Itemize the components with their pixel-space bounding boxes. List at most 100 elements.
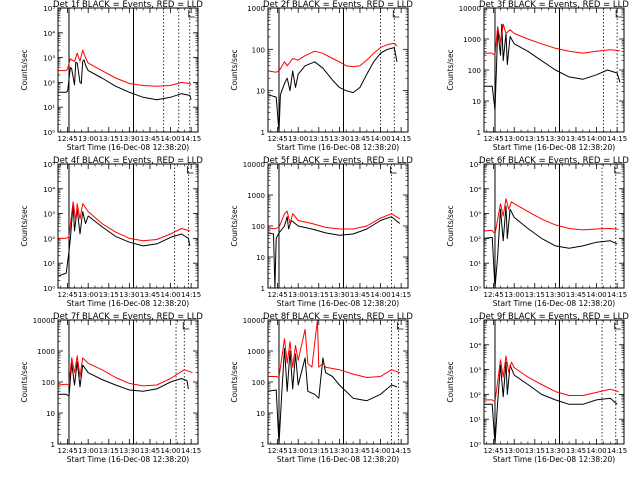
x-tick-label: 13:00 — [78, 447, 98, 455]
x-axis-label: Start Time (16-Dec-08 12:38:20) — [493, 299, 615, 308]
chart-title: Det 9f BLACK = Events, RED = LLD — [479, 312, 629, 322]
x-tick-label: 13:45 — [566, 447, 586, 455]
series-lld-line — [483, 198, 619, 235]
x-tick-label: 13:30 — [545, 291, 565, 299]
x-tick-label: 14:00 — [370, 291, 390, 299]
y-tick-label: 1000 — [247, 5, 265, 13]
y-tick-label: 10¹ — [43, 260, 55, 268]
plot-frame — [57, 319, 199, 445]
x-tick-label: 13:15 — [309, 447, 329, 455]
y-tick-label: 10⁵ — [469, 317, 481, 325]
y-tick-label: 10⁴ — [43, 30, 55, 38]
y-tick-label: 10 — [256, 410, 265, 418]
x-tick-label: 14:15 — [181, 291, 201, 299]
x-axis-label: Start Time (16-Dec-08 12:38:20) — [277, 299, 399, 308]
x-tick-label: 12:45 — [58, 135, 78, 143]
x-tick-label: 13:30 — [545, 447, 565, 455]
x-tick-label: 13:30 — [329, 291, 349, 299]
x-tick-label: 13:00 — [78, 291, 98, 299]
plot-frame — [267, 319, 409, 445]
y-tick-label: 10¹ — [43, 104, 55, 112]
chart-panel-5: Det 5f BLACK = Events, RED = LLD 1 10 100 10… — [230, 156, 413, 308]
x-tick-label: 13:00 — [504, 291, 524, 299]
series-lld-line — [484, 23, 620, 56]
y-axis-label: Counts/sec — [230, 205, 239, 246]
plot-frame — [57, 163, 199, 289]
y-tick-label: 10 — [256, 88, 265, 96]
x-tick-label: 12:45 — [484, 291, 504, 299]
series-lld-line — [267, 42, 398, 73]
x-axis-label: Start Time (16-Dec-08 12:38:20) — [277, 455, 399, 464]
x-tick-label: 13:45 — [140, 135, 160, 143]
x-tick-label: 13:45 — [350, 135, 370, 143]
x-tick-label: 13:00 — [288, 135, 308, 143]
x-tick-label: 14:00 — [370, 447, 390, 455]
y-tick-label: 1 — [477, 129, 481, 137]
chart-panel-3: Det 3f BLACK = Events, RED = LLD 1 10 100 10… — [446, 0, 629, 152]
corner-marker — [615, 10, 623, 18]
series-lld-line — [484, 355, 619, 403]
x-tick-label: 14:00 — [586, 291, 606, 299]
x-tick-label: 13:45 — [140, 291, 160, 299]
y-tick-label: 1 — [261, 285, 265, 293]
x-axis-label: Start Time (16-Dec-08 12:38:20) — [493, 455, 615, 464]
x-tick-label: 13:15 — [525, 135, 545, 143]
series-lld-line — [267, 210, 401, 230]
y-tick-label: 1000 — [247, 192, 265, 200]
chart-title: Det 3f BLACK = Events, RED = LLD — [479, 0, 629, 10]
chart-title: Det 4f BLACK = Events, RED = LLD — [53, 156, 203, 166]
y-tick-label: 100 — [468, 67, 481, 75]
y-tick-label: 10⁵ — [469, 161, 481, 169]
x-tick-label: 13:30 — [545, 135, 565, 143]
y-tick-label: 10⁵ — [43, 5, 55, 13]
series-lld-line — [58, 201, 190, 242]
y-tick-label: 100 — [252, 379, 265, 387]
y-tick-label: 10² — [469, 235, 481, 243]
chart-title: Det 6f BLACK = Events, RED = LLD — [479, 156, 629, 166]
series-events-line — [484, 361, 618, 445]
corner-marker — [390, 166, 397, 174]
chart-title: Det 8f BLACK = Events, RED = LLD — [263, 312, 413, 322]
x-tick-label: 13:30 — [119, 291, 139, 299]
y-axis-label: Counts/sec — [230, 361, 239, 402]
x-tick-label: 13:45 — [350, 291, 370, 299]
x-tick-label: 14:15 — [391, 291, 411, 299]
x-tick-label: 13:00 — [288, 447, 308, 455]
x-tick-label: 13:00 — [288, 291, 308, 299]
x-tick-label: 14:00 — [160, 291, 180, 299]
x-tick-label: 13:15 — [99, 447, 119, 455]
y-tick-label: 10⁴ — [43, 186, 55, 194]
x-tick-label: 14:15 — [181, 135, 201, 143]
y-axis-label: Counts/sec — [446, 49, 455, 90]
y-tick-label: 10⁴ — [469, 342, 481, 350]
y-tick-label: 100 — [252, 223, 265, 231]
y-tick-label: 100 — [252, 46, 265, 54]
x-axis-label: Start Time (16-Dec-08 12:38:20) — [67, 143, 189, 152]
x-tick-label: 12:45 — [268, 291, 288, 299]
plot-frame — [483, 7, 625, 133]
series-events-line — [483, 205, 618, 289]
plot-frame — [267, 163, 409, 289]
y-tick-label: 10000 — [243, 317, 265, 325]
x-tick-label: 13:00 — [504, 135, 524, 143]
chart-title: Det 1f BLACK = Events, RED = LLD — [53, 0, 203, 10]
y-tick-label: 10⁰ — [43, 285, 55, 293]
y-tick-label: 10 — [256, 254, 265, 262]
series-lld-line — [58, 49, 192, 87]
x-tick-label: 12:45 — [268, 447, 288, 455]
x-tick-label: 13:15 — [99, 291, 119, 299]
series-events-line — [267, 216, 401, 289]
y-tick-label: 10³ — [43, 211, 55, 219]
series-events-line — [267, 47, 398, 133]
chart-panel-9: Det 9f BLACK = Events, RED = LLD 10⁰ 10¹ 10… — [446, 312, 629, 464]
y-tick-label: 1 — [261, 129, 265, 137]
x-tick-label: 14:15 — [607, 135, 627, 143]
chart-panel-1: Det 1f BLACK = Events, RED = LLD 10⁰ 10¹ 10… — [20, 0, 203, 152]
corner-marker — [614, 322, 621, 330]
chart-title: Det 7f BLACK = Events, RED = LLD — [53, 312, 203, 322]
chart-panel-7: Det 7f BLACK = Events, RED = LLD 1 10 100 10… — [20, 312, 203, 464]
chart-panel-8: Det 8f BLACK = Events, RED = LLD 1 10 100 10… — [230, 312, 413, 464]
y-tick-label: 10³ — [469, 367, 481, 375]
series-lld-line — [57, 355, 193, 387]
x-tick-label: 12:45 — [268, 135, 288, 143]
